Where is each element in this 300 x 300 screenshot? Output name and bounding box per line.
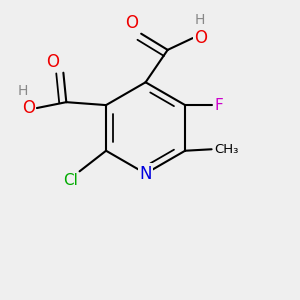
Text: Cl: Cl xyxy=(63,173,78,188)
Text: O: O xyxy=(46,53,59,71)
Text: H: H xyxy=(195,13,205,27)
Text: F: F xyxy=(214,98,223,112)
Text: O: O xyxy=(125,14,138,32)
Text: O: O xyxy=(22,99,35,117)
Text: CH₃: CH₃ xyxy=(214,143,238,156)
Text: H: H xyxy=(17,84,28,98)
Text: O: O xyxy=(194,29,207,47)
Text: N: N xyxy=(139,165,152,183)
